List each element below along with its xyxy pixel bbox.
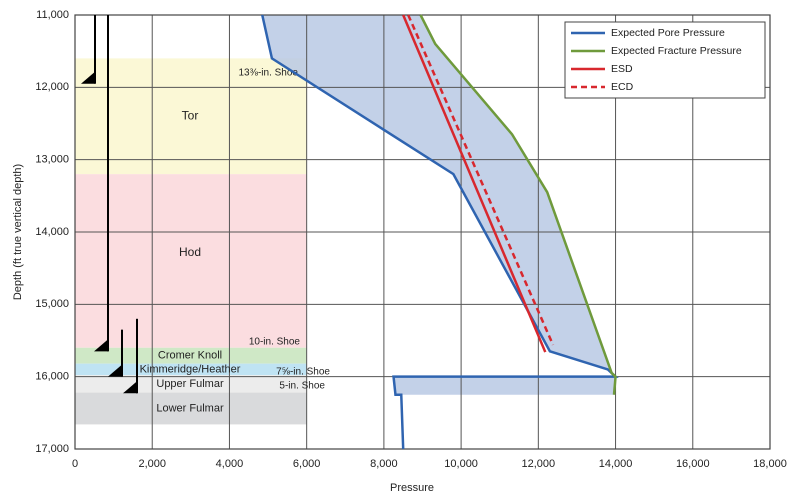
casing-label: 13⅜-in. Shoe: [239, 68, 299, 79]
y-tick-label: 12,000: [35, 81, 69, 93]
plot-frame: [74, 14, 771, 450]
series-line: [419, 14, 617, 395]
casing-shoe: [81, 71, 95, 84]
legend-label: Expected Fracture Pressure: [611, 45, 742, 57]
x-tick-label: 10,000: [444, 458, 478, 470]
x-tick-label: 2,000: [138, 458, 166, 470]
y-tick-label: 14,000: [35, 226, 69, 238]
y-tick-label: 17,000: [35, 443, 69, 455]
y-tick-label: 13,000: [35, 154, 69, 166]
x-tick-label: 12,000: [522, 458, 556, 470]
legend-box: [564, 21, 766, 99]
formation-band: [75, 174, 307, 348]
formation-band: [75, 347, 307, 364]
x-tick-label: 8,000: [370, 458, 398, 470]
casing-shoe: [123, 381, 137, 394]
legend-label: ESD: [611, 63, 633, 75]
y-tick-label: 16,000: [35, 371, 69, 383]
formation-label: Tor: [182, 108, 199, 122]
legend-label: ECD: [611, 81, 634, 93]
formation-band: [75, 58, 307, 175]
series-line: [407, 14, 555, 346]
formation-label: Upper Fulmar: [156, 378, 224, 390]
casing-shoe: [94, 339, 108, 352]
x-axis-label: Pressure: [390, 482, 434, 494]
y-tick-label: 15,000: [35, 298, 69, 310]
y-tick-label: 11,000: [36, 9, 69, 21]
x-tick-label: 4,000: [216, 458, 244, 470]
casing-label: 7⅝-in. Shoe: [276, 367, 330, 378]
casing-shoe: [108, 364, 122, 377]
formation-label: Cromer Knoll: [158, 350, 222, 362]
x-tick-label: 6,000: [293, 458, 321, 470]
casing-label: 10-in. Shoe: [249, 337, 301, 348]
formation-band: [75, 363, 307, 376]
formation-label: Kimmeridge/Heather: [140, 363, 241, 375]
formation-band: [75, 392, 307, 425]
series-line: [402, 14, 547, 353]
formation-label: Lower Fulmar: [156, 402, 224, 414]
legend-label: Expected Pore Pressure: [611, 27, 725, 39]
x-tick-label: 18,000: [753, 458, 787, 470]
operating-window: [262, 15, 616, 395]
formation-label: Hod: [179, 245, 201, 259]
casing-label: 5-in. Shoe: [279, 381, 325, 392]
y-axis-label: Depth (ft true vertical depth): [12, 164, 24, 300]
x-tick-label: 0: [72, 458, 78, 470]
x-tick-label: 14,000: [599, 458, 633, 470]
x-tick-label: 16,000: [676, 458, 710, 470]
